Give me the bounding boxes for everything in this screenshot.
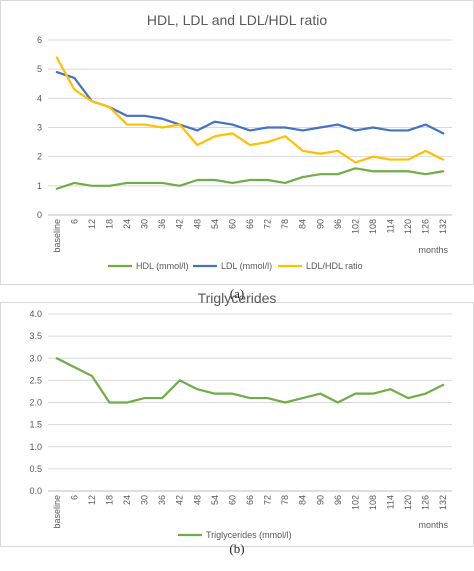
chart-a-x-tick-label: 114: [386, 219, 396, 233]
chart-b-x-unit-label: months: [418, 520, 448, 530]
chart-a-x-tick-label: 120: [403, 219, 413, 234]
chart-b-x-tick-label: 90: [315, 495, 325, 505]
chart-a-frame: [0, 0, 474, 285]
chart-b-x-tick-label: 18: [104, 495, 114, 505]
chart-b-x-tick-label: 6: [69, 495, 79, 500]
chart-b-y-tick-label: 2.5: [29, 375, 42, 385]
chart-a-x-tick-label: 66: [245, 219, 255, 229]
chart-b-x-tick-label: 24: [122, 495, 132, 505]
chart-b-y-tick-label: 0.0: [29, 486, 42, 496]
chart-b-title: Triglycerides: [198, 290, 277, 306]
chart-a-x-tick-label: 108: [368, 219, 378, 234]
chart-a-x-tick-label: 48: [192, 219, 202, 229]
chart-b-y-tick-label: 3.5: [29, 331, 42, 341]
chart-b-y-tick-label: 4.0: [29, 309, 42, 319]
chart-a-series-line-2: [55, 56, 445, 164]
chart-a-x-tick-label: 12: [87, 219, 97, 229]
chart-a-title: HDL, LDL and LDL/HDL ratio: [147, 12, 327, 28]
chart-a-y-tick-label: 4: [37, 93, 42, 103]
chart-b-x-ticks: baseline 6 12 18 24 30 36 42 48 54 60 66 72 78 84 90 96 1…: [52, 495, 448, 529]
chart-a-y-ticks: 0 1 2 3 4 5 6: [37, 35, 42, 220]
chart-b-series-line-0: [55, 357, 445, 404]
chart-b-x-tick-label: 78: [280, 495, 290, 505]
chart-b-x-tick-label: 42: [175, 495, 185, 505]
chart-b-x-tick-label: 12: [87, 495, 97, 505]
chart-a-x-tick-label: 36: [157, 219, 167, 229]
chart-a-x-tick-label: 96: [333, 219, 343, 229]
chart-b-y-tick-label: 0.5: [29, 464, 42, 474]
chart-b-y-tick-label: 2.0: [29, 398, 42, 408]
chart-a-x-tick-label: 126: [421, 219, 431, 234]
chart-b-y-tick-label: 1.5: [29, 420, 42, 430]
chart-b-x-tick-label: 84: [298, 495, 308, 505]
chart-a-x-tick-label: 78: [280, 219, 290, 229]
chart-a-legend-label-2: LDL/HDL ratio: [306, 261, 363, 271]
chart-a-y-tick-label: 2: [37, 152, 42, 162]
chart-a-legend-label-1: LDL (mmol/l): [221, 261, 272, 271]
chart-a-x-tick-label: 30: [140, 219, 150, 229]
chart-b-x-tick-label: 60: [227, 495, 237, 505]
chart-a-y-tick-label: 3: [37, 123, 42, 133]
chart-b-x-tick-label: 114: [386, 495, 396, 509]
chart-a-legend: HDL (mmol/l) LDL (mmol/l) LDL/HDL ratio: [108, 261, 363, 271]
chart-b-legend-label-0: Triglycerides (mmol/l): [206, 530, 292, 540]
panel-label-a: (a): [230, 286, 244, 301]
chart-b-y-tick-label: 3.0: [29, 353, 42, 363]
chart-a-x-tick-label: 90: [315, 219, 325, 229]
chart-a-x-tick-label: 102: [350, 219, 360, 234]
chart-a-x-tick-label: 72: [263, 219, 273, 229]
chart-a-series: [55, 56, 445, 190]
chart-b-x-tick-label: 126: [421, 495, 431, 510]
chart-a-x-tick-label: 132: [438, 219, 448, 234]
chart-b-x-tick-label: 120: [403, 495, 413, 510]
chart-a-y-tick-label: 0: [37, 210, 42, 220]
chart-b-x-tick-label: 72: [263, 495, 273, 505]
chart-a-x-tick-label: 42: [175, 219, 185, 229]
chart-a-x-tick-label: 54: [210, 219, 220, 229]
chart-a-x-tick-label: 18: [104, 219, 114, 229]
chart-panel-b: Triglycerides 0.0 0.5 1.0 1.5 2.0 2.5 3.0 3.5 4.…: [0, 290, 474, 547]
chart-b-series: [55, 357, 445, 404]
chart-b-legend: Triglycerides (mmol/l): [178, 530, 292, 540]
chart-b-x-tick-label: baseline: [52, 495, 62, 529]
chart-a-y-tick-label: 6: [37, 35, 42, 45]
chart-a-y-tick-label: 1: [37, 181, 42, 191]
chart-b-x-tick-label: 108: [368, 495, 378, 510]
chart-b-gridlines: [48, 313, 452, 492]
chart-a-x-tick-label: baseline: [52, 219, 62, 253]
chart-b-x-tick-label: 36: [157, 495, 167, 505]
chart-a-legend-label-0: HDL (mmol/l): [136, 261, 189, 271]
chart-a-series-line-0: [55, 167, 445, 190]
chart-b-x-tick-label: 30: [140, 495, 150, 505]
chart-b-x-tick-label: 96: [333, 495, 343, 505]
chart-a-x-tick-label: 24: [122, 219, 132, 229]
chart-a-x-tick-label: 60: [227, 219, 237, 229]
chart-a-gridlines: [48, 39, 452, 216]
chart-b-x-tick-label: 48: [192, 495, 202, 505]
chart-a-x-tick-label: 6: [69, 219, 79, 224]
chart-a-x-tick-label: 84: [298, 219, 308, 229]
chart-a-x-unit-label: months: [418, 245, 448, 255]
chart-a-series-line-1: [55, 70, 445, 135]
chart-b-x-tick-label: 66: [245, 495, 255, 505]
chart-b-x-tick-label: 54: [210, 495, 220, 505]
chart-b-y-tick-label: 1.0: [29, 442, 42, 452]
chart-a-x-ticks: baseline 6 12 18 24 30 36 42 48 54 60 66 72 78 84 90 96 1…: [52, 219, 448, 253]
chart-b-x-tick-label: 102: [350, 495, 360, 510]
panel-label-b: (b): [229, 541, 244, 556]
chart-b-x-tick-label: 132: [438, 495, 448, 510]
chart-a-y-tick-label: 5: [37, 64, 42, 74]
chart-b-y-ticks: 0.0 0.5 1.0 1.5 2.0 2.5 3.0 3.5 4.0: [29, 309, 42, 496]
